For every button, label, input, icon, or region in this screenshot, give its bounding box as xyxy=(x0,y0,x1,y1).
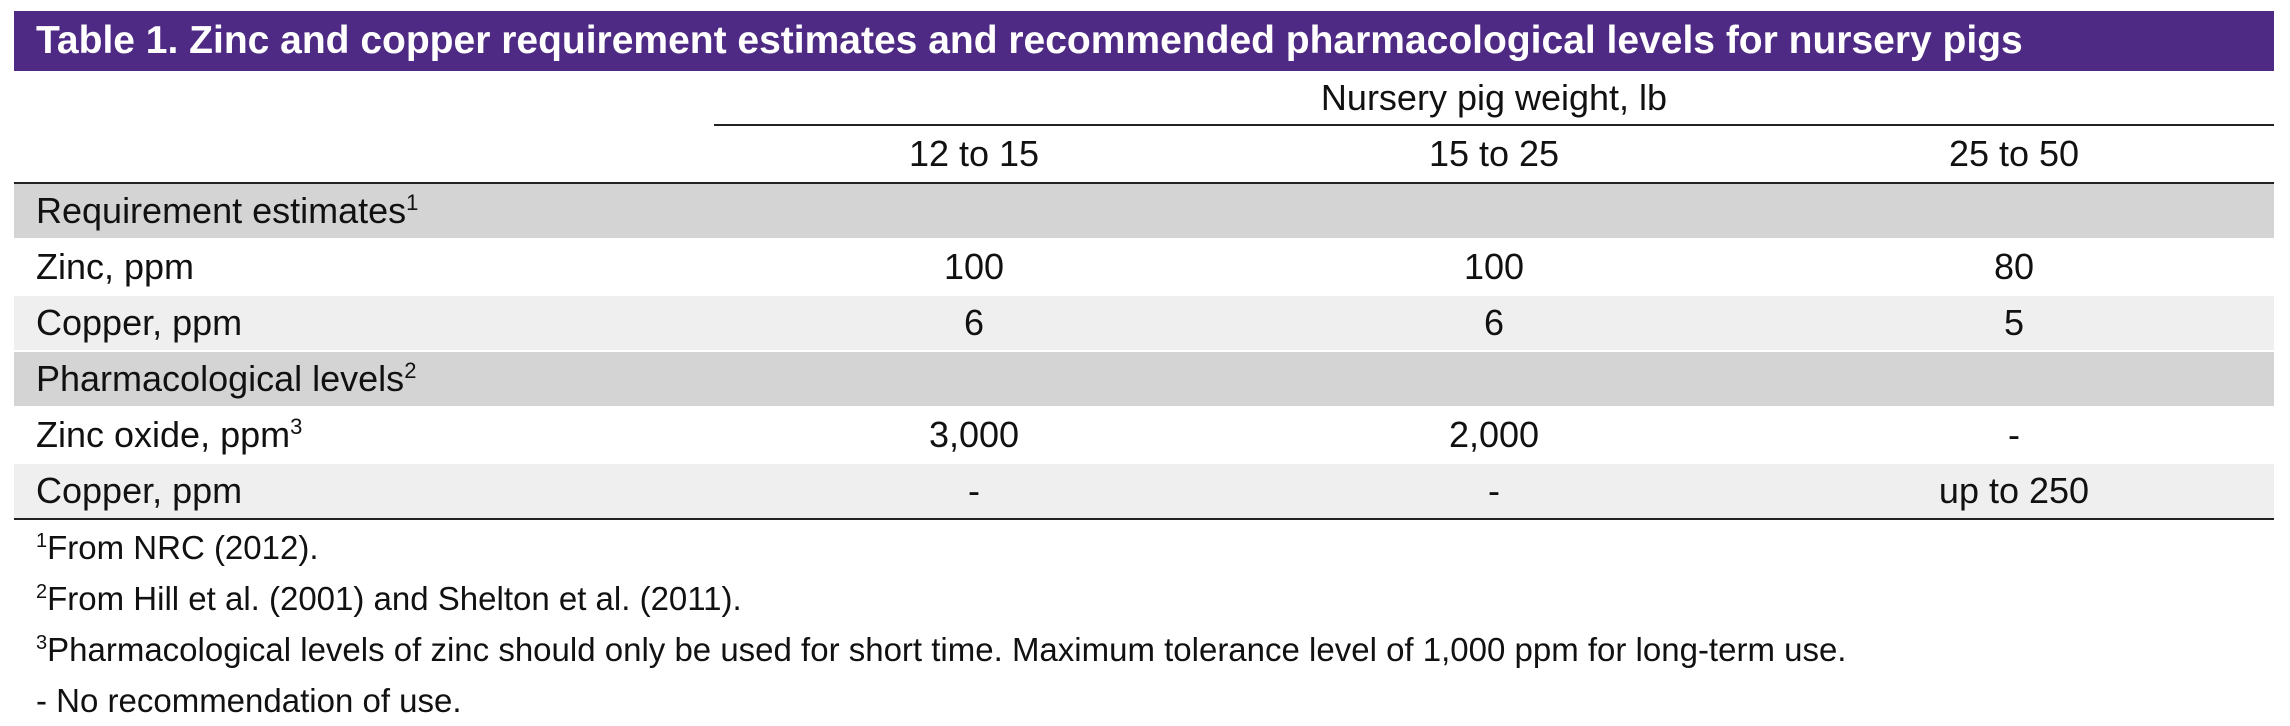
column-group-header: Nursery pig weight, lb xyxy=(14,71,2274,126)
footnote-text: Pharmacological levels of zinc should on… xyxy=(47,631,1847,668)
section-label-text: Pharmacological levels xyxy=(36,358,405,399)
row-label: Zinc, ppm xyxy=(14,240,714,294)
footnote-text: From Hill et al. (2001) and Shelton et a… xyxy=(47,580,742,617)
table-row-zinc-oxide: Zinc oxide, ppm3 3,000 2,000 - xyxy=(14,408,2274,464)
column-group-label: Nursery pig weight, lb xyxy=(1320,77,1668,118)
footnote-text: From NRC (2012). xyxy=(47,529,319,566)
table-cell: - xyxy=(968,470,980,511)
table-title: Table 1. Zinc and copper requirement est… xyxy=(14,11,2274,71)
table-container: Table 1. Zinc and copper requirement est… xyxy=(14,11,2274,726)
footnote-3: 3Pharmacological levels of zinc should o… xyxy=(36,624,2274,675)
footnotes: 1From NRC (2012). 2From Hill et al. (200… xyxy=(14,520,2274,726)
column-header-15-25: 15 to 25 xyxy=(1428,133,1560,174)
section-row-pharmacological-levels: Pharmacological levels2 xyxy=(14,352,2274,408)
row-label: Copper, ppm xyxy=(14,296,714,350)
row-label: Zinc oxide, ppm3 xyxy=(14,408,714,462)
footnote-mark: 1 xyxy=(406,190,419,215)
section-label-text: Requirement estimates xyxy=(36,190,407,231)
table-cell: 5 xyxy=(2003,302,2025,343)
footnote-mark: 2 xyxy=(404,358,417,383)
table-cell: 6 xyxy=(1483,302,1505,343)
section-label: Pharmacological levels2 xyxy=(14,352,714,406)
row-label: Copper, ppm xyxy=(14,464,714,518)
footnote-1: 1From NRC (2012). xyxy=(36,522,2274,573)
column-group-rule xyxy=(714,124,2274,126)
table-cell: up to 250 xyxy=(1938,470,2090,511)
table-cell: 2,000 xyxy=(1448,414,1540,455)
section-label: Requirement estimates1 xyxy=(14,184,714,238)
section-row-requirement-estimates: Requirement estimates1 xyxy=(14,184,2274,240)
table-cell: 6 xyxy=(963,302,985,343)
table-cell: - xyxy=(2008,414,2020,455)
table-cell: 3,000 xyxy=(928,414,1020,455)
footnote-text: - No recommendation of use. xyxy=(36,682,462,719)
column-header-blank xyxy=(14,126,714,182)
table-cell: 80 xyxy=(1993,246,2035,287)
footnote-mark: 3 xyxy=(290,414,303,439)
footnote-no-recommendation: - No recommendation of use. xyxy=(36,675,2274,726)
table-row-copper: Copper, ppm 6 6 5 xyxy=(14,296,2274,352)
footnote-mark: 1 xyxy=(36,530,48,552)
table-cell: - xyxy=(1488,470,1500,511)
table-row-copper-pharmacological: Copper, ppm - - up to 250 xyxy=(14,464,2274,520)
row-label-text: Copper, ppm xyxy=(36,302,243,343)
column-header-25-50: 25 to 50 xyxy=(1948,133,2080,174)
table-row-zinc: Zinc, ppm 100 100 80 xyxy=(14,240,2274,296)
footnote-mark: 3 xyxy=(36,632,48,654)
column-header-row: 12 to 15 15 to 25 25 to 50 xyxy=(14,126,2274,184)
column-header-12-15: 12 to 15 xyxy=(908,133,1040,174)
table-cell: 100 xyxy=(1463,246,1525,287)
row-label-text: Zinc oxide, ppm xyxy=(36,414,291,455)
footnote-2: 2From Hill et al. (2001) and Shelton et … xyxy=(36,573,2274,624)
table-cell: 100 xyxy=(943,246,1005,287)
row-label-text: Zinc, ppm xyxy=(36,246,195,287)
row-label-text: Copper, ppm xyxy=(36,470,243,511)
footnote-mark: 2 xyxy=(36,581,48,603)
